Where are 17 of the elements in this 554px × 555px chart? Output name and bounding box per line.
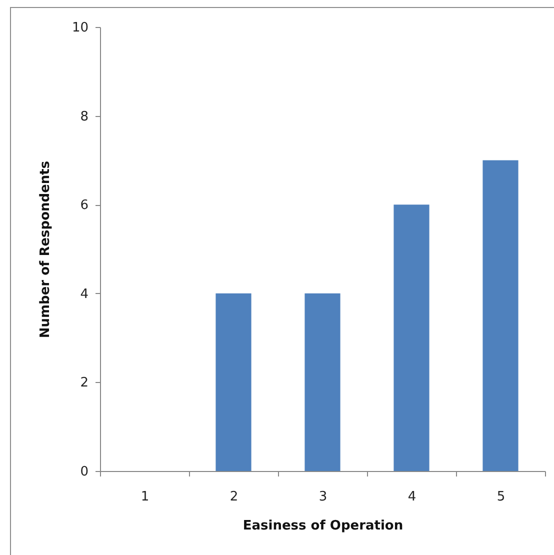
x-tick-label: 3	[318, 490, 328, 504]
y-tick-label: 0	[80, 464, 88, 480]
bar	[394, 204, 430, 471]
y-tick-label: 4	[80, 286, 88, 302]
x-tick-label: 4	[408, 490, 416, 504]
y-tick-label: 10	[72, 20, 88, 36]
x-tick-label: 2	[230, 490, 238, 504]
x-tick-label: 1	[140, 490, 150, 504]
y-axis-title: Number of Respondents	[38, 160, 53, 338]
bar	[482, 160, 518, 471]
x-axis-title: Easiness of Operation	[242, 518, 404, 534]
bar	[304, 293, 340, 471]
y-tick-label: 8	[80, 109, 88, 124]
y-tick-label: 6	[80, 198, 88, 214]
x-tick-label: 5	[496, 490, 506, 504]
bar	[216, 293, 252, 471]
y-tick-label: 2	[80, 376, 88, 391]
